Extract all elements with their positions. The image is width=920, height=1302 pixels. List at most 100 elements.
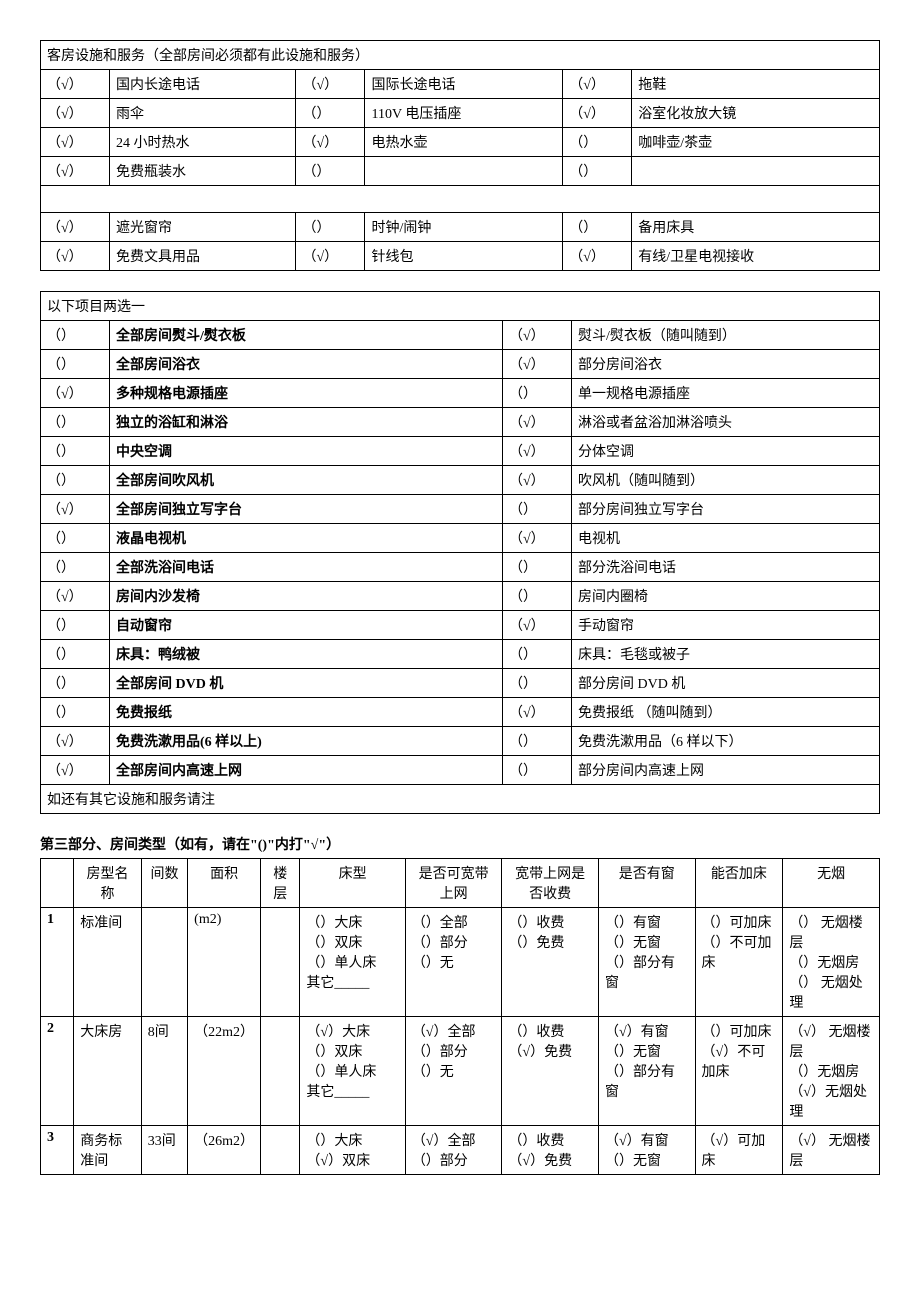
label-cell: 部分房间 DVD 机 <box>572 669 880 698</box>
cell-bb[interactable]: （）全部（）部分（）无 <box>405 908 502 1017</box>
cell-floor <box>261 908 300 1017</box>
check-cell[interactable]: （） <box>296 99 365 128</box>
label-cell: 多种规格电源插座 <box>110 379 503 408</box>
cell-bb[interactable]: （√）全部（）部分（）无 <box>405 1017 502 1126</box>
label-cell: 单一规格电源插座 <box>572 379 880 408</box>
cell-extra[interactable]: （）可加床（√）不可加床 <box>695 1017 783 1126</box>
label-cell: 房间内圈椅 <box>572 582 880 611</box>
table-row: （）自动窗帘（√）手动窗帘 <box>41 611 880 640</box>
check-cell[interactable]: （√） <box>503 611 572 640</box>
check-cell[interactable]: （） <box>41 437 110 466</box>
check-cell[interactable]: （√） <box>41 213 110 242</box>
table-row: （√）遮光窗帘（）时钟/闹钟（）备用床具 <box>41 213 880 242</box>
check-cell[interactable]: （√） <box>41 379 110 408</box>
cell-bed[interactable]: （）大床（）双床（）单人床其它_____ <box>300 908 405 1017</box>
label-cell: 淋浴或者盆浴加淋浴喷头 <box>572 408 880 437</box>
cell-smoke[interactable]: （√） 无烟楼层（）无烟房（√）无烟处理 <box>783 1017 880 1126</box>
check-cell[interactable]: （） <box>503 669 572 698</box>
table-row: （）独立的浴缸和淋浴（√）淋浴或者盆浴加淋浴喷头 <box>41 408 880 437</box>
cell-bbfee[interactable]: （）收费（）免费 <box>502 908 599 1017</box>
cell-bbfee[interactable]: （）收费（√）免费 <box>502 1017 599 1126</box>
check-cell[interactable]: （） <box>503 379 572 408</box>
check-cell[interactable]: （√） <box>41 727 110 756</box>
check-cell[interactable]: （√） <box>296 242 365 271</box>
cell-window[interactable]: （√）有窗（）无窗 <box>598 1126 695 1175</box>
label-cell: 免费报纸 （随叫随到） <box>572 698 880 727</box>
label-cell: 拖鞋 <box>632 70 880 99</box>
check-cell[interactable]: （√） <box>503 437 572 466</box>
check-cell[interactable]: （√） <box>296 70 365 99</box>
cell-extra[interactable]: （√）可加床 <box>695 1126 783 1175</box>
check-cell[interactable]: （√） <box>563 70 632 99</box>
label-cell: 时钟/闹钟 <box>365 213 563 242</box>
label-cell: 遮光窗帘 <box>110 213 296 242</box>
cell-count <box>141 908 187 1017</box>
check-cell[interactable]: （√） <box>503 321 572 350</box>
check-cell[interactable]: （） <box>503 582 572 611</box>
check-cell[interactable]: （） <box>503 495 572 524</box>
label-cell: 全部房间 DVD 机 <box>110 669 503 698</box>
check-cell[interactable]: （√） <box>503 408 572 437</box>
check-cell[interactable]: （） <box>41 611 110 640</box>
cell-count: 8间 <box>141 1017 187 1126</box>
check-cell[interactable]: （√） <box>563 242 632 271</box>
label-cell: 床具：鸭绒被 <box>110 640 503 669</box>
table-row: （√）国内长途电话（√）国际长途电话（√）拖鞋 <box>41 70 880 99</box>
cell-smoke[interactable]: （√） 无烟楼层 <box>783 1126 880 1175</box>
cell-bed[interactable]: （）大床（√）双床 <box>300 1126 405 1175</box>
cell-window[interactable]: （√）有窗（）无窗（）部分有窗 <box>598 1017 695 1126</box>
check-cell[interactable]: （√） <box>41 582 110 611</box>
col-window: 是否有窗 <box>598 859 695 908</box>
table-row: （√）全部房间内高速上网（）部分房间内高速上网 <box>41 756 880 785</box>
label-cell: 免费瓶装水 <box>110 157 296 186</box>
table-row: （√）免费瓶装水（）（） <box>41 157 880 186</box>
check-cell[interactable]: （√） <box>41 70 110 99</box>
label-cell: 全部房间独立写字台 <box>110 495 503 524</box>
check-cell[interactable]: （） <box>503 756 572 785</box>
label-cell: 床具：毛毯或被子 <box>572 640 880 669</box>
check-cell[interactable]: （） <box>41 408 110 437</box>
cell-bb[interactable]: （√）全部（）部分 <box>405 1126 502 1175</box>
label-cell: 备用床具 <box>632 213 880 242</box>
check-cell[interactable]: （） <box>41 640 110 669</box>
check-cell[interactable]: （√） <box>296 128 365 157</box>
cell-area: （26m2） <box>188 1126 261 1175</box>
either-or-header: 以下项目两选一 <box>41 292 880 321</box>
check-cell[interactable]: （√） <box>503 698 572 727</box>
check-cell[interactable]: （） <box>563 128 632 157</box>
cell-bbfee[interactable]: （）收费（√）免费 <box>502 1126 599 1175</box>
cell-window[interactable]: （）有窗（）无窗（）部分有窗 <box>598 908 695 1017</box>
check-cell[interactable]: （） <box>41 698 110 727</box>
check-cell[interactable]: （） <box>563 157 632 186</box>
check-cell[interactable]: （） <box>41 321 110 350</box>
check-cell[interactable]: （） <box>41 524 110 553</box>
check-cell[interactable]: （√） <box>41 756 110 785</box>
label-cell: 部分洗浴间电话 <box>572 553 880 582</box>
cell-bed[interactable]: （√）大床（）双床（）单人床其它_____ <box>300 1017 405 1126</box>
check-cell[interactable]: （） <box>563 213 632 242</box>
facilities-header: 客房设施和服务（全部房间必须都有此设施和服务） <box>41 41 880 70</box>
check-cell[interactable]: （√） <box>563 99 632 128</box>
check-cell[interactable]: （√） <box>503 466 572 495</box>
cell-smoke[interactable]: （） 无烟楼层（）无烟房（） 无烟处理 <box>783 908 880 1017</box>
check-cell[interactable]: （） <box>296 157 365 186</box>
cell-name: 标准间 <box>74 908 142 1017</box>
check-cell[interactable]: （） <box>41 350 110 379</box>
check-cell[interactable]: （） <box>503 640 572 669</box>
label-cell: 部分房间内高速上网 <box>572 756 880 785</box>
check-cell[interactable]: （） <box>503 553 572 582</box>
check-cell[interactable]: （√） <box>503 350 572 379</box>
cell-extra[interactable]: （）可加床（）不可加床 <box>695 908 783 1017</box>
check-cell[interactable]: （√） <box>41 99 110 128</box>
check-cell[interactable]: （） <box>503 727 572 756</box>
check-cell[interactable]: （） <box>41 466 110 495</box>
check-cell[interactable]: （） <box>41 669 110 698</box>
check-cell[interactable]: （√） <box>41 242 110 271</box>
table-row: （）全部洗浴间电话（）部分洗浴间电话 <box>41 553 880 582</box>
check-cell[interactable]: （） <box>41 553 110 582</box>
check-cell[interactable]: （√） <box>41 495 110 524</box>
check-cell[interactable]: （√） <box>503 524 572 553</box>
check-cell[interactable]: （） <box>296 213 365 242</box>
check-cell[interactable]: （√） <box>41 157 110 186</box>
check-cell[interactable]: （√） <box>41 128 110 157</box>
